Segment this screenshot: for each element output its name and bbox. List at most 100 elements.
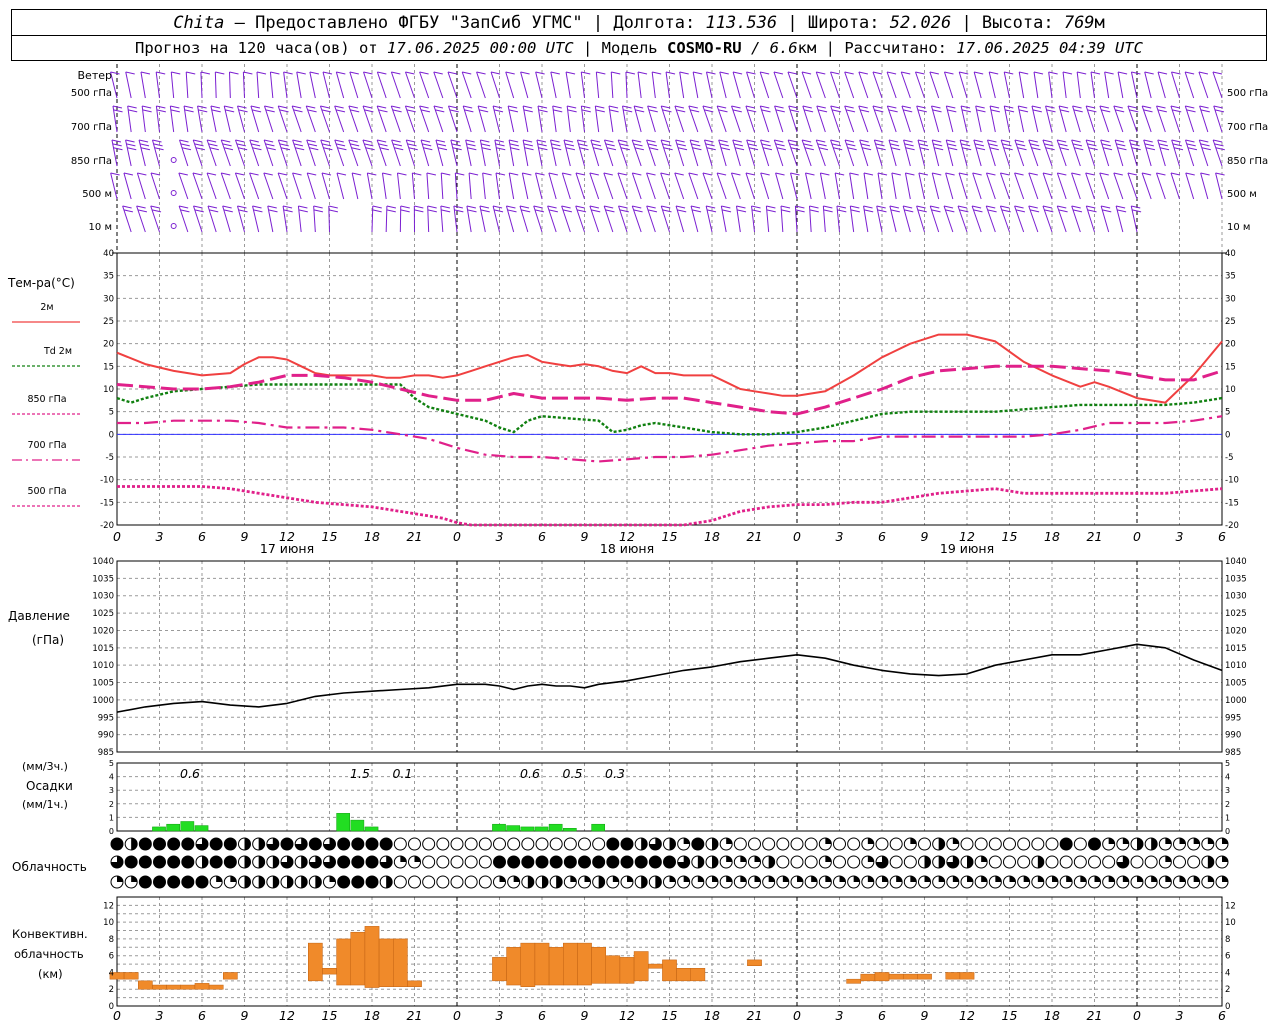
wind-barb-feather — [140, 147, 151, 151]
convective-bar — [407, 980, 422, 987]
wind-barb-feather — [1115, 109, 1125, 113]
wind-barb — [830, 71, 840, 99]
wind-barb-shaft — [396, 172, 401, 200]
cloud-symbol — [464, 855, 478, 869]
convective-bar — [648, 963, 663, 969]
wind-barb-feather — [1185, 71, 1195, 75]
cloud-fill — [1094, 876, 1101, 882]
wind-barb-shaft — [185, 71, 189, 99]
wind-barb-shaft — [595, 71, 600, 99]
wind-barb-feather — [1060, 109, 1070, 113]
conv-y-tick-left: 2 — [109, 985, 114, 995]
wind-barb-feather — [608, 105, 619, 109]
wind-barb — [849, 205, 860, 233]
wind-barb-feather — [633, 143, 643, 147]
wind-barb-feather — [1002, 143, 1012, 147]
wind-barb-shaft — [426, 172, 430, 200]
wind-barb-feather — [490, 71, 501, 75]
cloud-fill — [400, 856, 407, 862]
wind-barb-feather — [775, 143, 785, 147]
wind-barb-feather — [830, 139, 840, 143]
cloud-symbol — [450, 875, 464, 889]
wind-barb-feather — [137, 209, 148, 213]
wind-barb-feather — [789, 143, 799, 147]
wind-barb — [283, 71, 293, 99]
cloud-fill — [938, 876, 945, 882]
conv-unit: (км) — [38, 967, 63, 981]
wind-barb-shaft — [550, 71, 557, 99]
cloud-symbol — [648, 875, 662, 889]
wind-barb-feather — [732, 109, 742, 113]
wind-barb-feather — [721, 209, 732, 213]
cloud-symbol — [833, 837, 846, 851]
day-label: 18 июня — [600, 541, 654, 556]
wind-barb — [282, 205, 293, 233]
wind-barb — [404, 71, 415, 99]
cloud-fill — [1037, 876, 1044, 882]
cloud-fill — [825, 838, 832, 844]
cloud-circle — [648, 855, 662, 869]
wind-barb-feather — [1214, 109, 1225, 113]
wind-barb-shaft — [617, 172, 628, 200]
wind-barb-feather — [1062, 71, 1073, 75]
wind-barb-feather — [780, 205, 791, 209]
wind-barb-feather — [253, 209, 263, 213]
precip-amount-label: 1.5 — [350, 766, 370, 781]
wind-barb-feather — [112, 105, 123, 109]
wind-barb-feather — [1185, 139, 1195, 143]
cloud-fill — [981, 856, 988, 862]
conv-x-hour-label: 9 — [921, 1008, 929, 1023]
wind-barb-feather — [194, 143, 204, 147]
wind-barb — [929, 205, 941, 233]
cloud-circle — [308, 837, 322, 851]
wind-barb — [309, 71, 319, 99]
latitude-label: Широта: — [807, 13, 880, 33]
wind-barb — [127, 105, 138, 133]
conv-x-hour-label: 3 — [1176, 1008, 1184, 1023]
cloud-symbol — [847, 837, 861, 851]
wind-barb-feather — [789, 109, 800, 113]
wind-barb-feather — [150, 205, 160, 209]
temp-y-tick-right: -20 — [1225, 521, 1239, 531]
wind-barb-feather — [180, 143, 190, 147]
wind-barb — [876, 205, 887, 233]
cloud-circle — [1144, 855, 1158, 869]
pressure-y-tick-left: 1015 — [92, 644, 114, 654]
cloud-fill — [910, 838, 917, 844]
wind-barb-shaft — [931, 172, 940, 200]
cloud-symbol — [351, 875, 365, 889]
wind-barb-feather — [505, 71, 515, 75]
wind-barb — [1028, 139, 1041, 167]
wind-barb-feather — [647, 105, 657, 109]
temp-y-tick-right: 0 — [1225, 430, 1230, 440]
cloud-circle — [1130, 855, 1144, 869]
wind-barb-feather — [138, 139, 149, 143]
wind-barb-feather — [718, 109, 728, 113]
cloud-symbol — [280, 875, 294, 889]
wind-barb — [535, 71, 545, 99]
cloud-circle — [138, 875, 152, 889]
wind-barb-shaft — [637, 71, 642, 99]
cloud-circle — [507, 837, 521, 851]
wind-barb-shaft — [192, 172, 203, 200]
cloud-fill — [938, 838, 945, 850]
wind-barb-feather — [886, 71, 897, 75]
wind-barb-feather — [1200, 109, 1210, 113]
conv-x-hour-label: 18 — [1044, 1008, 1060, 1023]
wind-barb-feather — [1200, 172, 1210, 176]
wind-barb-feather — [405, 71, 415, 75]
wind-barb-shaft — [366, 172, 373, 200]
conv-x-hour-label: 0 — [1133, 1008, 1141, 1023]
precip-bar — [520, 826, 535, 832]
calm-wind-marker — [170, 190, 177, 196]
cloud-symbol — [790, 875, 804, 889]
cloud-circle — [450, 837, 464, 851]
wind-barb-feather — [296, 71, 306, 75]
wind-barb-feather — [605, 209, 615, 213]
cloud-fill — [782, 876, 789, 882]
cloud-fill — [697, 876, 704, 882]
conv-x-hour-label: 0 — [113, 1008, 121, 1023]
cloud-symbol — [209, 855, 223, 869]
cloud-circle — [833, 855, 846, 869]
cloud-circle — [988, 837, 1002, 851]
